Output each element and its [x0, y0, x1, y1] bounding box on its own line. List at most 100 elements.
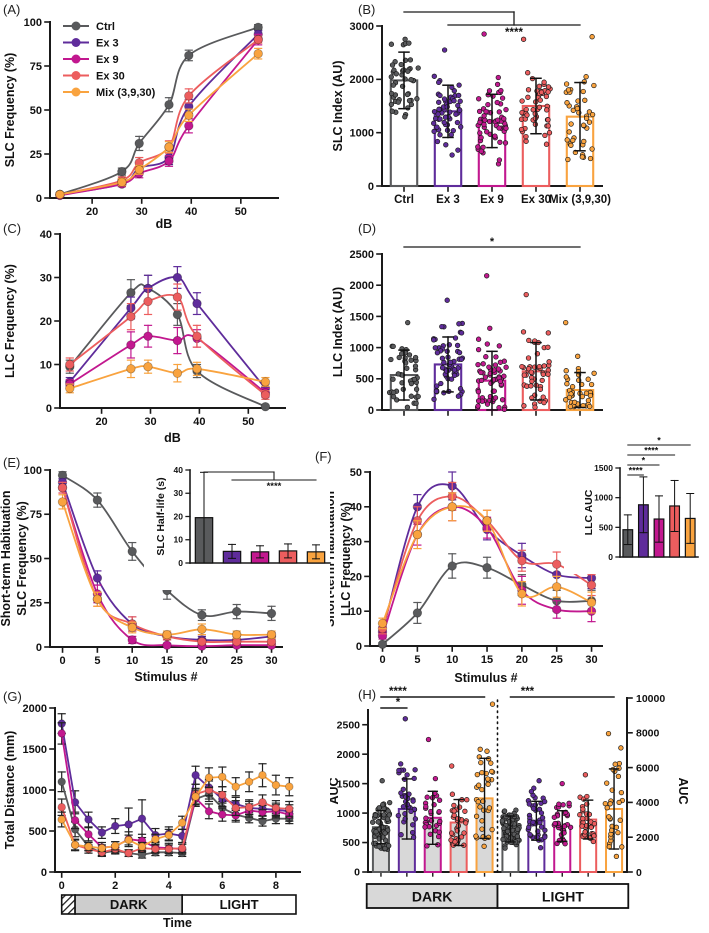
svg-text:20: 20 — [516, 654, 528, 666]
svg-text:LLC Frequency (%): LLC Frequency (%) — [339, 502, 353, 616]
bar-ex-9 — [474, 273, 509, 413]
svg-text:Ex 9: Ex 9 — [96, 54, 119, 66]
bar-light-ex-3 — [525, 778, 548, 873]
svg-text:40: 40 — [40, 229, 52, 241]
axes-A: 0 25 50 75 100 20 30 40 50 SLC Frequency (%) dB — [3, 17, 279, 231]
svg-text:0: 0 — [608, 552, 613, 562]
svg-text:500: 500 — [342, 837, 360, 849]
svg-text:*: * — [657, 436, 661, 446]
bar-light-ctrl — [499, 807, 522, 874]
svg-text:Ex 30: Ex 30 — [96, 71, 125, 83]
phase-boxes: DARK LIGHT — [365, 883, 630, 909]
svg-text:40: 40 — [193, 416, 205, 428]
panel-c-chart: 0 10 20 30 40 20 30 40 50 LLC Frequency (%) dB — [3, 229, 286, 445]
panel-h-chart: 0 500 1000 1500 2000 2500 AUC 0 2000 4000 6000 8000… — [330, 686, 690, 909]
svg-text:30: 30 — [350, 536, 362, 548]
svg-text:3000: 3000 — [350, 21, 374, 33]
svg-text:100: 100 — [24, 465, 42, 477]
svg-text:Ex 3: Ex 3 — [96, 38, 119, 50]
svg-text:0: 0 — [636, 867, 642, 879]
svg-text:20: 20 — [174, 511, 184, 521]
svg-text:50: 50 — [30, 105, 42, 117]
inset-significance: **** — [203, 471, 317, 492]
svg-text:25: 25 — [30, 149, 42, 161]
svg-text:500: 500 — [599, 522, 613, 532]
svg-text:1000: 1000 — [350, 128, 374, 140]
bar-ex-30 — [519, 291, 552, 412]
svg-text:2500: 2500 — [337, 719, 361, 731]
panel-g-chart: 0 500 1000 1500 2000 0 2 4 6 8 Total Distance (mm)… — [3, 703, 301, 930]
svg-text:8: 8 — [273, 880, 279, 892]
svg-text:0: 0 — [41, 867, 47, 879]
svg-text:40: 40 — [174, 465, 184, 475]
bar-ex-9 — [475, 31, 509, 188]
svg-text:Stimulus #: Stimulus # — [134, 670, 197, 684]
svg-text:0: 0 — [59, 880, 65, 892]
svg-text:20: 20 — [196, 655, 208, 667]
svg-text:****: **** — [505, 27, 523, 39]
svg-text:1500: 1500 — [350, 311, 374, 323]
svg-text:0: 0 — [59, 655, 65, 667]
panel-g-label: (G) — [3, 689, 22, 704]
svg-text:Time: Time — [163, 916, 192, 930]
bar-dark-ex-9 — [422, 736, 443, 873]
svg-text:0: 0 — [36, 193, 42, 205]
bar-ex-3 — [431, 47, 464, 188]
svg-text:30: 30 — [136, 206, 148, 218]
svg-text:AUC: AUC — [676, 777, 690, 804]
svg-text:LLC Frequency (%): LLC Frequency (%) — [3, 264, 17, 378]
svg-text:SLC Half-life (s): SLC Half-life (s) — [155, 477, 167, 555]
svg-text:SLC Frequency (%): SLC Frequency (%) — [15, 501, 29, 616]
svg-text:Mix (3,9,30): Mix (3,9,30) — [96, 87, 156, 99]
panel-a-chart: 0 25 50 75 100 20 30 40 50 SLC Frequency (%) dB Ctr… — [3, 17, 279, 231]
svg-text:0: 0 — [379, 654, 385, 666]
svg-text:****: **** — [389, 686, 407, 698]
bar-ex-3 — [431, 297, 466, 412]
svg-text:2000: 2000 — [23, 703, 47, 715]
bar-ex-30 — [518, 36, 553, 188]
svg-text:10000: 10000 — [636, 693, 665, 705]
svg-text:4: 4 — [166, 880, 173, 892]
axes-F: 0 10 20 30 40 50 0 5 10 15 20 25 30 Short-term Habitu… — [330, 467, 603, 685]
svg-text:0: 0 — [178, 558, 183, 568]
svg-text:30: 30 — [265, 655, 277, 667]
svg-text:Mix (3,9,30): Mix (3,9,30) — [549, 194, 611, 206]
axes-G: 0 500 1000 1500 2000 0 2 4 6 8 Total Distance (mm)… — [3, 703, 301, 930]
series-ctrl — [57, 771, 294, 859]
bar-dark-ex-30 — [448, 763, 470, 873]
svg-text:5: 5 — [414, 654, 420, 666]
bar-dark-ctrl — [370, 778, 393, 874]
svg-text:20: 20 — [95, 416, 107, 428]
svg-text:LLC Index (AU): LLC Index (AU) — [331, 287, 345, 377]
svg-text:LLC AUC: LLC AUC — [583, 489, 595, 535]
panel-b-label: (B) — [358, 2, 376, 17]
svg-text:10: 10 — [446, 654, 458, 666]
bar-ctrl — [386, 319, 421, 412]
svg-text:50: 50 — [350, 467, 362, 479]
svg-text:****: **** — [629, 466, 644, 476]
svg-text:10: 10 — [350, 606, 362, 618]
svg-text:10: 10 — [40, 359, 52, 371]
svg-text:20: 20 — [350, 571, 362, 583]
svg-text:1500: 1500 — [337, 778, 361, 790]
svg-text:SLC Frequency (%): SLC Frequency (%) — [3, 53, 17, 168]
significance: **** — [403, 11, 581, 39]
svg-text:dB: dB — [164, 431, 181, 445]
panel-b-chart: 0 1000 2000 3000 SLC Index (AU) Ctrl Ex 3 Ex 9 E… — [331, 11, 611, 206]
svg-text:10: 10 — [126, 655, 138, 667]
svg-text:6: 6 — [219, 880, 225, 892]
svg-text:AUC: AUC — [330, 777, 341, 804]
panel-d-label: (D) — [358, 221, 377, 236]
panel-d-chart: 0 500 1000 1500 2000 2500 LLC Index (AU) * — [331, 236, 603, 417]
svg-text:25: 25 — [551, 654, 563, 666]
bar-ctrl — [388, 36, 421, 188]
svg-text:1000: 1000 — [350, 342, 374, 354]
svg-text:20: 20 — [86, 206, 98, 218]
svg-text:15: 15 — [161, 655, 173, 667]
significance: ******** — [380, 686, 615, 709]
svg-text:50: 50 — [242, 416, 254, 428]
svg-text:30: 30 — [174, 488, 184, 498]
bar-mix-3-9-30- — [563, 319, 597, 412]
